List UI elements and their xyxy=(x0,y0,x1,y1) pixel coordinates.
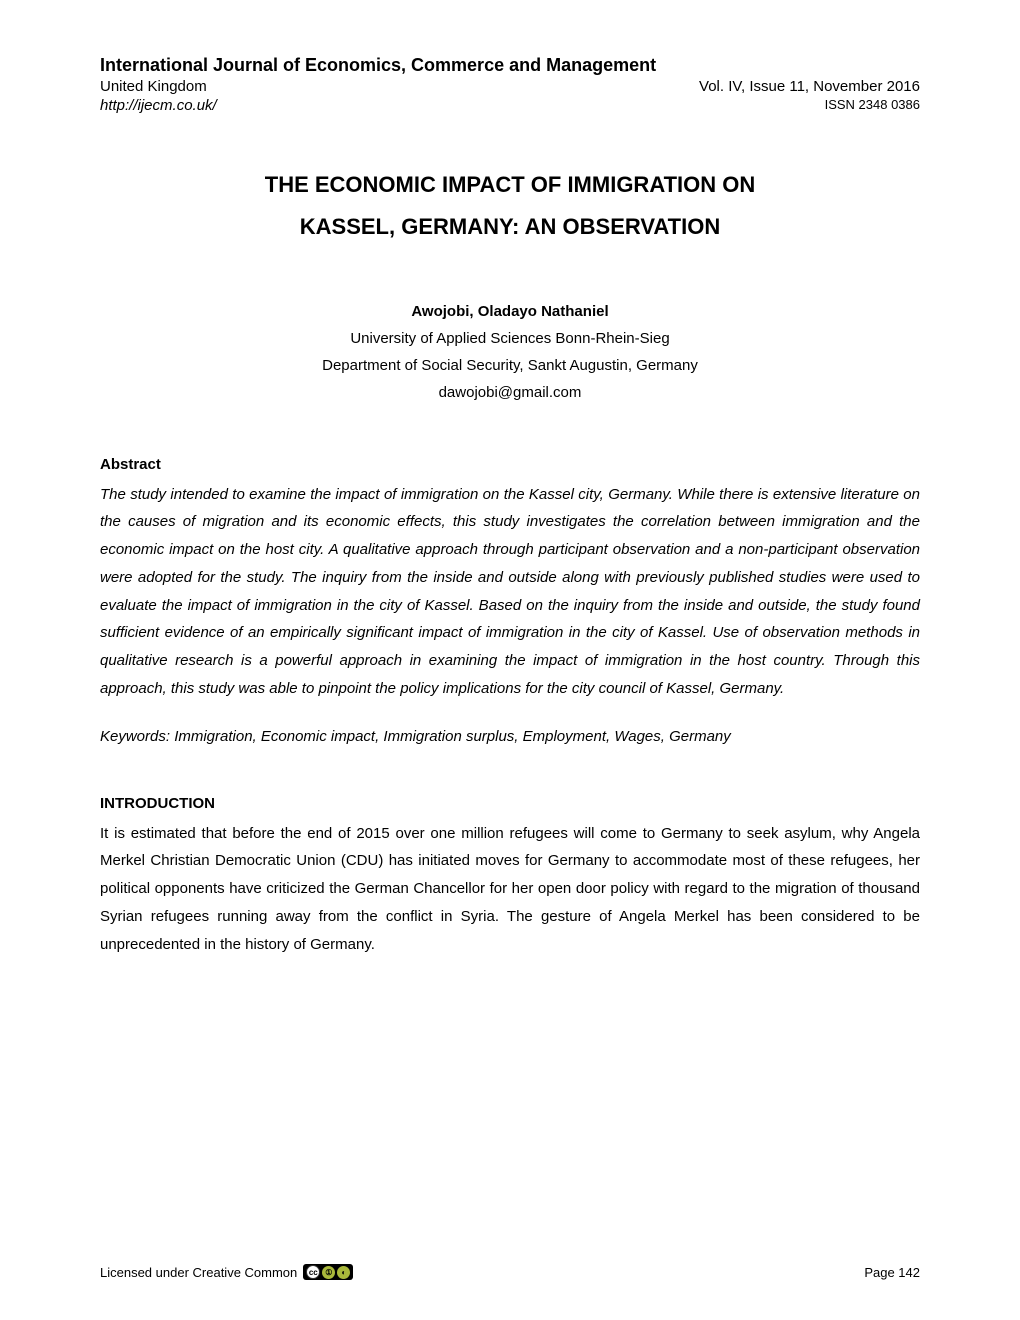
journal-name: International Journal of Economics, Comm… xyxy=(100,55,920,76)
abstract-heading: Abstract xyxy=(100,456,920,473)
header-row-2: http://ijecm.co.uk/ ISSN 2348 0386 xyxy=(100,97,920,114)
cc-logo-icon: cc xyxy=(306,1265,320,1279)
license-text: Licensed under Creative Common xyxy=(100,1265,297,1280)
journal-country: United Kingdom xyxy=(100,78,207,95)
journal-url[interactable]: http://ijecm.co.uk/ xyxy=(100,97,217,114)
abstract-text: The study intended to examine the impact… xyxy=(100,481,920,703)
page-number: Page 142 xyxy=(864,1265,920,1280)
cc-by-icon: ① xyxy=(322,1266,335,1279)
cc-sa-icon: ◐ xyxy=(337,1266,350,1279)
keywords-text: Keywords: Immigration, Economic impact, … xyxy=(100,728,920,745)
journal-issue: Vol. IV, Issue 11, November 2016 xyxy=(699,78,920,95)
author-affiliation-1: University of Applied Sciences Bonn-Rhei… xyxy=(100,325,920,352)
paper-title: THE ECONOMIC IMPACT OF IMMIGRATION ON KA… xyxy=(100,164,920,248)
journal-issn: ISSN 2348 0386 xyxy=(825,97,920,114)
author-affiliation-2: Department of Social Security, Sankt Aug… xyxy=(100,352,920,379)
introduction-text: It is estimated that before the end of 2… xyxy=(100,820,920,959)
author-name: Awojobi, Oladayo Nathaniel xyxy=(100,298,920,325)
journal-header: International Journal of Economics, Comm… xyxy=(100,55,920,114)
author-email[interactable]: dawojobi@gmail.com xyxy=(100,379,920,406)
header-row-1: United Kingdom Vol. IV, Issue 11, Novemb… xyxy=(100,78,920,95)
cc-badge-icon: cc ① ◐ xyxy=(303,1264,353,1280)
title-line-2: KASSEL, GERMANY: AN OBSERVATION xyxy=(100,206,920,248)
page-footer: Licensed under Creative Common cc ① ◐ Pa… xyxy=(100,1264,920,1280)
title-line-1: THE ECONOMIC IMPACT OF IMMIGRATION ON xyxy=(100,164,920,206)
license-block: Licensed under Creative Common cc ① ◐ xyxy=(100,1264,353,1280)
introduction-heading: INTRODUCTION xyxy=(100,795,920,812)
author-block: Awojobi, Oladayo Nathaniel University of… xyxy=(100,298,920,406)
